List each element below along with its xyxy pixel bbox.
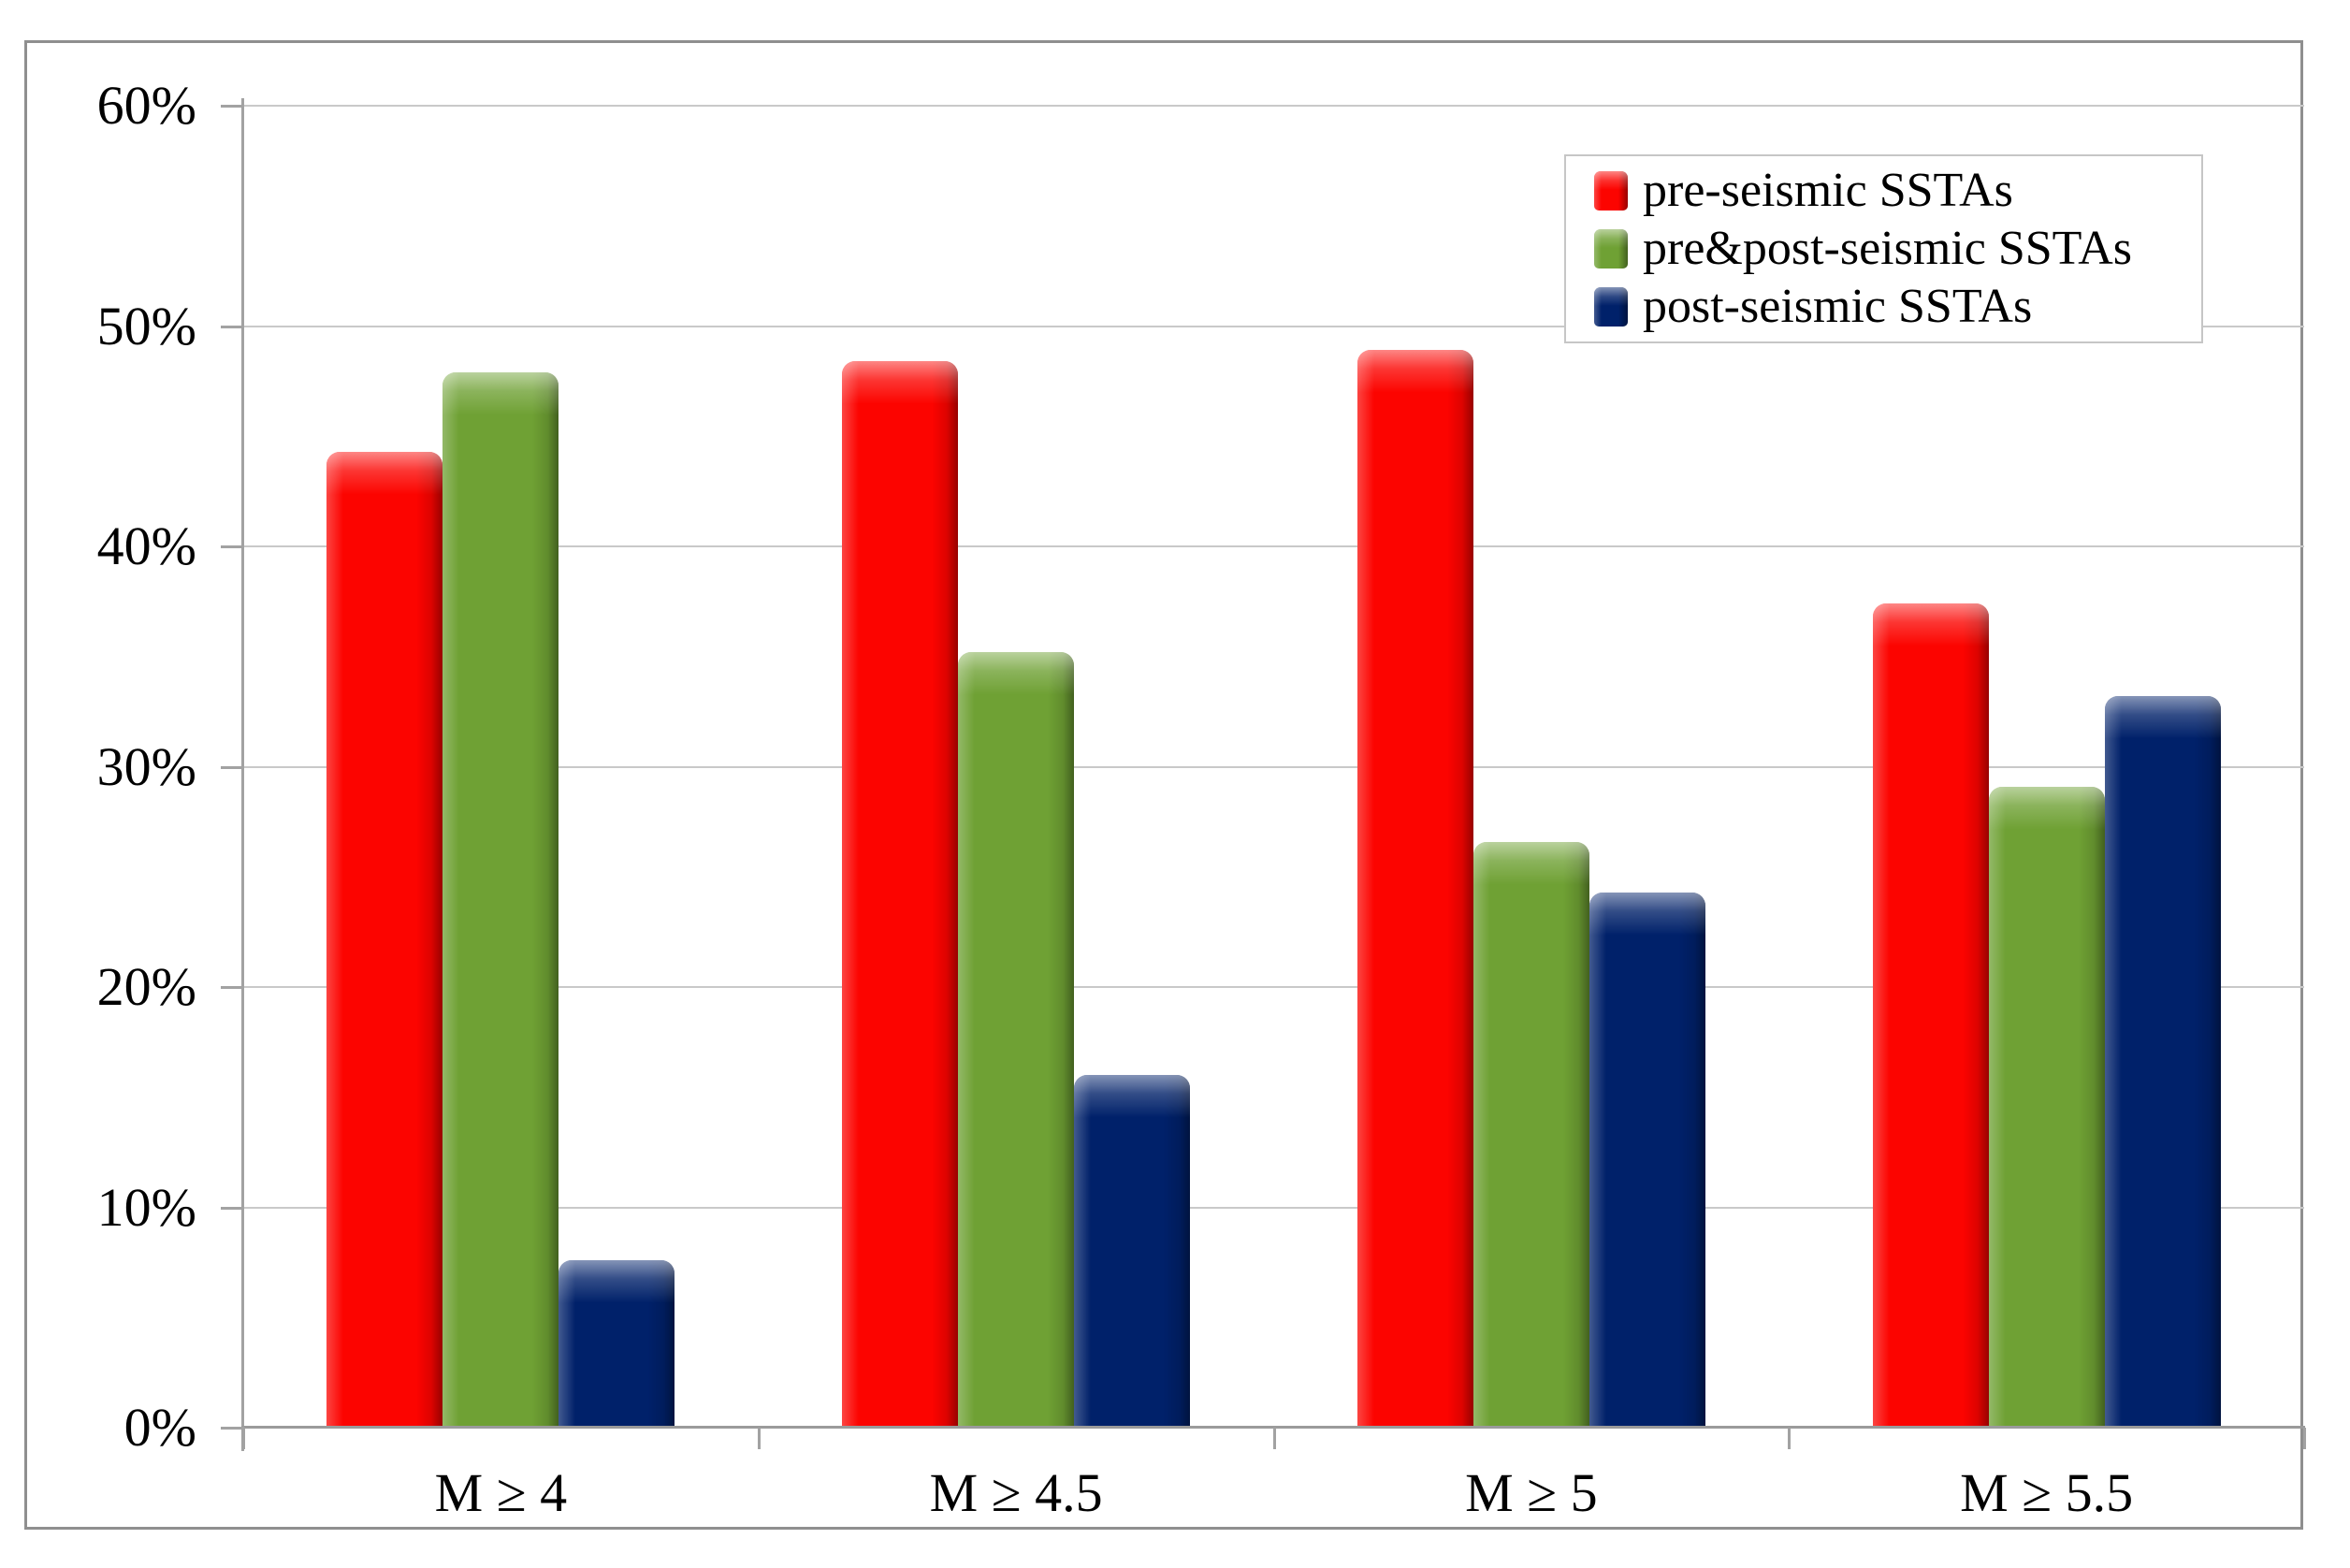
y-axis-tick — [221, 1206, 244, 1210]
y-axis-tick — [221, 325, 244, 328]
x-axis-tick — [1788, 1428, 1792, 1449]
bar-pre-seismic-sstas — [1872, 603, 1989, 1428]
x-axis-tick — [242, 1428, 245, 1449]
y-tick-label: 60% — [96, 75, 196, 136]
x-axis-tick — [757, 1428, 761, 1449]
y-axis-tick — [221, 105, 244, 108]
x-axis-tick — [2303, 1428, 2306, 1449]
y-tick-label: 0% — [123, 1397, 196, 1458]
bar-pre-seismic-sstas — [842, 361, 959, 1428]
legend-swatch-icon — [1594, 287, 1628, 327]
x-tick-label: M ≥ 4 — [434, 1462, 568, 1523]
gridline — [243, 1206, 2304, 1209]
y-axis-line — [241, 98, 244, 1451]
bar-pre-post-seismic-sstas — [1988, 786, 2105, 1429]
bar-pre-post-seismic-sstas — [442, 371, 559, 1429]
bar-post-seismic-sstas — [2104, 696, 2221, 1428]
x-tick-label: M ≥ 4.5 — [929, 1462, 1103, 1523]
legend-swatch-icon — [1594, 229, 1628, 269]
legend-swatch-icon — [1594, 171, 1628, 211]
legend-label: pre-seismic SSTAs — [1643, 164, 2013, 217]
gridline — [243, 986, 2304, 988]
legend-entry: pre&post-seismic SSTAs — [1594, 224, 2201, 274]
gridline — [243, 545, 2304, 547]
y-axis-tick — [221, 986, 244, 989]
bar-pre-post-seismic-sstas — [958, 652, 1075, 1428]
y-tick-label: 30% — [96, 735, 196, 797]
x-tick-label: M ≥ 5 — [1465, 1462, 1598, 1523]
bar-pre-seismic-sstas — [326, 451, 443, 1429]
gridline — [243, 325, 2304, 327]
legend-entry: pre-seismic SSTAs — [1594, 166, 2201, 216]
plot-area — [243, 105, 2304, 1429]
y-tick-label: 10% — [96, 1176, 196, 1238]
bar-post-seismic-sstas — [1074, 1075, 1191, 1428]
legend-label: pre&post-seismic SSTAs — [1643, 222, 2133, 275]
legend-label: post-seismic SSTAs — [1643, 280, 2033, 333]
bar-pre-post-seismic-sstas — [1472, 841, 1589, 1429]
gridline — [243, 105, 2304, 107]
bar-post-seismic-sstas — [558, 1260, 675, 1428]
legend-entry: post-seismic SSTAs — [1594, 282, 2201, 332]
y-tick-label: 20% — [96, 956, 196, 1017]
gridline — [243, 765, 2304, 768]
legend: pre-seismic SSTAs pre&post-seismic SSTAs p… — [1564, 154, 2203, 343]
y-tick-label: 50% — [96, 295, 196, 356]
y-axis-tick — [221, 1427, 244, 1430]
y-tick-label: 40% — [96, 515, 196, 576]
bar-post-seismic-sstas — [1588, 892, 1705, 1429]
y-axis-tick — [221, 545, 244, 548]
x-tick-label: M ≥ 5.5 — [1960, 1462, 2134, 1523]
x-axis-line — [241, 1426, 2305, 1429]
y-axis-tick — [221, 765, 244, 769]
bar-pre-seismic-sstas — [1356, 350, 1473, 1428]
x-axis-tick — [1272, 1428, 1276, 1449]
